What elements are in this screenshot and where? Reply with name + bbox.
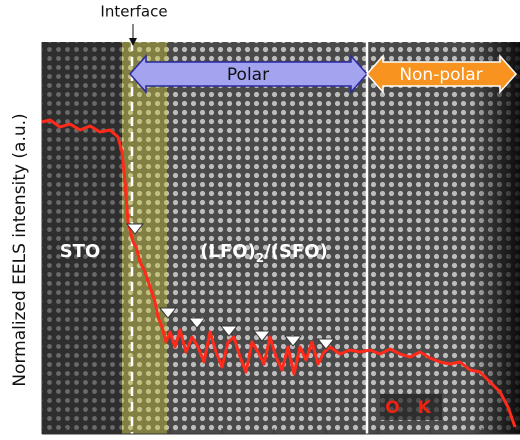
axes (41, 42, 520, 435)
edge-label-box (380, 394, 442, 420)
sto-label: STO (60, 241, 101, 262)
nonpolar-arrow (365, 54, 518, 94)
nonpolar-label: Non-polar (399, 65, 482, 85)
polar-label: Polar (227, 65, 269, 85)
label-subscript: 2 (256, 251, 264, 265)
interface-label: Interface (100, 3, 167, 21)
y-axis-label: Normalized EELS intensity (a.u.) (10, 113, 30, 386)
label-part: (LFO) (200, 241, 256, 262)
micrograph (42, 42, 520, 434)
interface-arrowhead (129, 38, 137, 46)
label-part: /(SFO) (264, 241, 328, 262)
edge-label: O K (385, 398, 437, 418)
minima-markers (125, 223, 336, 350)
superlattice-label: (LFO)2/(SFO) (200, 241, 327, 265)
